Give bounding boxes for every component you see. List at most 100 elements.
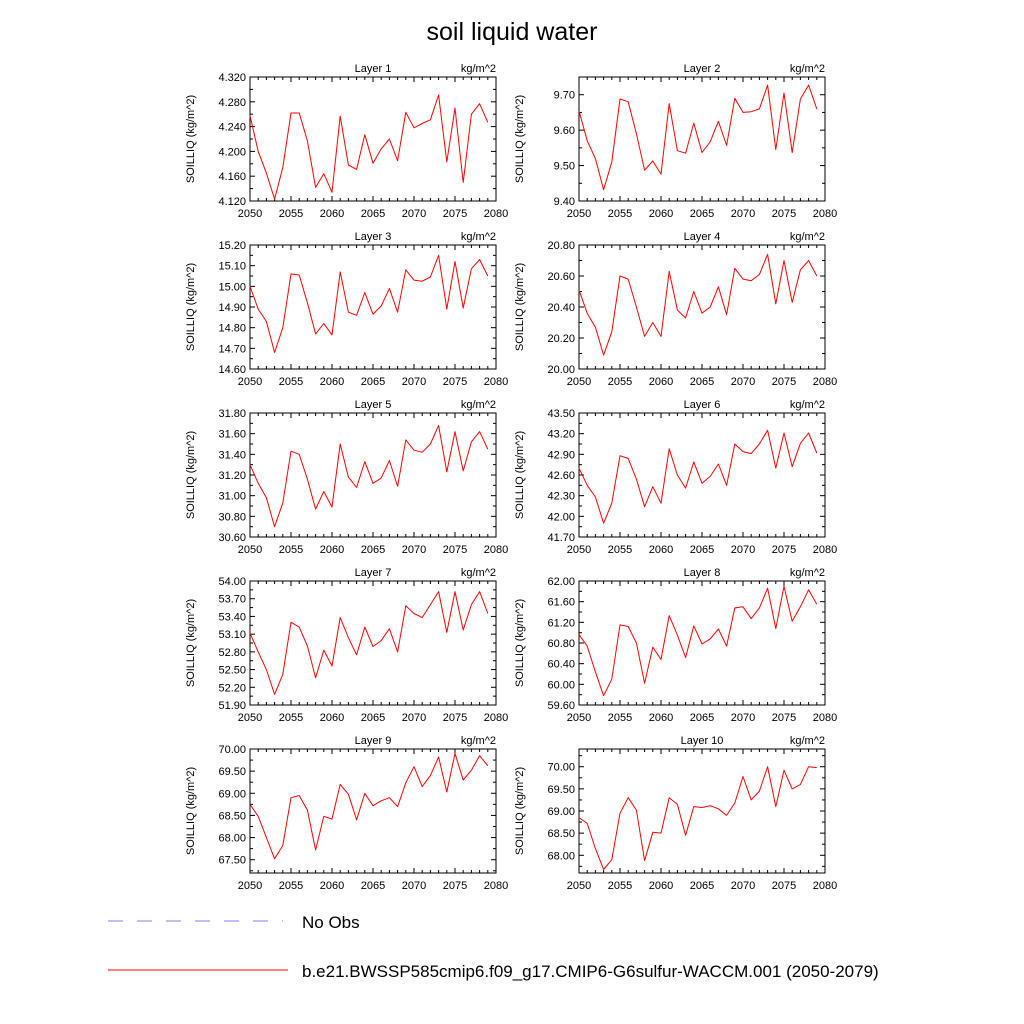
- panel-units: kg/m^2: [790, 399, 825, 411]
- plot-frame: [249, 580, 497, 706]
- y-axis-label: SOILLIQ (kg/m^2): [514, 431, 526, 519]
- x-tick-label: 2080: [484, 880, 508, 892]
- x-tick-label: 2065: [690, 880, 714, 892]
- x-tick-label: 2080: [813, 712, 837, 724]
- series-line-layer-2: [578, 84, 818, 191]
- y-tick-label: 15.10: [218, 261, 246, 273]
- y-tick-label: 31.60: [218, 429, 246, 441]
- x-tick-label: 2080: [484, 544, 508, 556]
- x-tick-label: 2065: [361, 208, 385, 220]
- y-tick-label: 52.50: [218, 665, 246, 677]
- x-tick-label: 2060: [320, 376, 344, 388]
- y-tick-label: 20.40: [547, 302, 575, 314]
- y-axis-label: SOILLIQ (kg/m^2): [514, 95, 526, 183]
- x-tick-label: 2065: [690, 376, 714, 388]
- plot-frame: [578, 76, 826, 202]
- y-tick-label: 4.320: [218, 72, 246, 84]
- panel-title: Layer 6: [684, 399, 721, 411]
- y-tick-label: 68.00: [547, 850, 575, 862]
- panel-units: kg/m^2: [461, 735, 496, 747]
- y-tick-label: 69.00: [547, 806, 575, 818]
- y-axis-label: SOILLIQ (kg/m^2): [185, 599, 197, 687]
- panel-layer-9: Layer 9 kg/m^2 SOILLIQ (kg/m^2) 2050 2055 206…: [185, 735, 508, 892]
- x-tick-label: 2055: [279, 208, 303, 220]
- x-tick-label: 2060: [320, 208, 344, 220]
- x-tick-label: 2050: [238, 208, 262, 220]
- x-tick-label: 2065: [361, 880, 385, 892]
- x-tick-label: 2060: [649, 712, 673, 724]
- y-tick-label: 42.30: [547, 491, 575, 503]
- y-tick-label: 60.00: [547, 679, 575, 691]
- y-tick-label: 60.80: [547, 638, 575, 650]
- panel-layer-5: Layer 5 kg/m^2 SOILLIQ (kg/m^2) 2050 2055 206…: [185, 399, 508, 556]
- y-tick-label: 9.70: [554, 90, 575, 102]
- legend-label-model-run: b.e21.BWSSP585cmip6.f09_g17.CMIP6-G6sulf…: [302, 962, 879, 981]
- x-tick-label: 2075: [772, 208, 796, 220]
- panel-title: Layer 4: [684, 231, 721, 243]
- panel-title: Layer 1: [355, 63, 392, 75]
- y-tick-label: 42.60: [547, 470, 575, 482]
- y-tick-label: 14.90: [218, 302, 246, 314]
- x-tick-label: 2055: [279, 544, 303, 556]
- panel-title: Layer 9: [355, 735, 392, 747]
- x-tick-label: 2070: [402, 544, 426, 556]
- panel-units: kg/m^2: [790, 567, 825, 579]
- panel-units: kg/m^2: [790, 231, 825, 243]
- x-tick-label: 2065: [690, 544, 714, 556]
- x-tick-label: 2050: [238, 376, 262, 388]
- x-tick-label: 2055: [608, 208, 632, 220]
- y-tick-label: 53.40: [218, 611, 246, 623]
- x-tick-label: 2050: [567, 208, 591, 220]
- panels-grid: Layer 1 kg/m^2 SOILLIQ (kg/m^2) 2050 2055 206…: [185, 63, 837, 892]
- x-tick-label: 2075: [772, 376, 796, 388]
- y-tick-label: 15.00: [218, 281, 246, 293]
- y-tick-label: 4.160: [218, 171, 246, 183]
- y-tick-label: 54.00: [218, 576, 246, 588]
- x-tick-label: 2060: [649, 376, 673, 388]
- x-tick-label: 2070: [731, 880, 755, 892]
- x-tick-label: 2070: [731, 544, 755, 556]
- y-tick-label: 68.00: [218, 833, 246, 845]
- panel-layer-8: Layer 8 kg/m^2 SOILLIQ (kg/m^2) 2050 2055 206…: [514, 567, 837, 724]
- panel-units: kg/m^2: [790, 735, 825, 747]
- y-tick-label: 70.00: [218, 744, 246, 756]
- y-tick-label: 9.60: [554, 125, 575, 137]
- panel-layer-6: Layer 6 kg/m^2 SOILLIQ (kg/m^2) 2050 2055 206…: [514, 399, 837, 556]
- panel-title: Layer 3: [355, 231, 392, 243]
- y-tick-label: 62.00: [547, 576, 575, 588]
- x-tick-label: 2055: [279, 376, 303, 388]
- x-tick-label: 2065: [361, 376, 385, 388]
- x-tick-label: 2060: [320, 712, 344, 724]
- x-tick-label: 2070: [731, 376, 755, 388]
- x-tick-label: 2075: [443, 544, 467, 556]
- x-tick-label: 2070: [402, 376, 426, 388]
- y-tick-label: 69.50: [218, 766, 246, 778]
- y-axis-label: SOILLIQ (kg/m^2): [514, 599, 526, 687]
- series-line-layer-8: [578, 585, 818, 697]
- y-tick-label: 14.60: [218, 364, 246, 376]
- plot-frame: [249, 244, 497, 370]
- panel-units: kg/m^2: [790, 63, 825, 75]
- x-tick-label: 2075: [443, 376, 467, 388]
- y-tick-label: 15.20: [218, 240, 246, 252]
- x-tick-label: 2050: [567, 544, 591, 556]
- panel-layer-10: Layer 10 kg/m^2 SOILLIQ (kg/m^2) 2050 2055 20…: [514, 735, 837, 892]
- y-tick-label: 4.120: [218, 196, 246, 208]
- panel-layer-7: Layer 7 kg/m^2 SOILLIQ (kg/m^2) 2050 2055 206…: [185, 567, 508, 724]
- y-tick-label: 60.40: [547, 659, 575, 671]
- x-tick-label: 2060: [320, 880, 344, 892]
- x-tick-label: 2050: [238, 712, 262, 724]
- y-tick-label: 14.70: [218, 343, 246, 355]
- x-tick-label: 2050: [238, 880, 262, 892]
- y-tick-label: 43.20: [547, 429, 575, 441]
- y-tick-label: 20.80: [547, 240, 575, 252]
- y-tick-label: 42.00: [547, 511, 575, 523]
- panel-units: kg/m^2: [461, 63, 496, 75]
- panel-title: Layer 10: [681, 735, 724, 747]
- x-tick-label: 2080: [813, 376, 837, 388]
- x-tick-label: 2050: [567, 712, 591, 724]
- y-tick-label: 70.00: [547, 762, 575, 774]
- panel-layer-1: Layer 1 kg/m^2 SOILLIQ (kg/m^2) 2050 2055 206…: [185, 63, 508, 220]
- x-tick-label: 2075: [443, 880, 467, 892]
- y-tick-label: 53.10: [218, 629, 246, 641]
